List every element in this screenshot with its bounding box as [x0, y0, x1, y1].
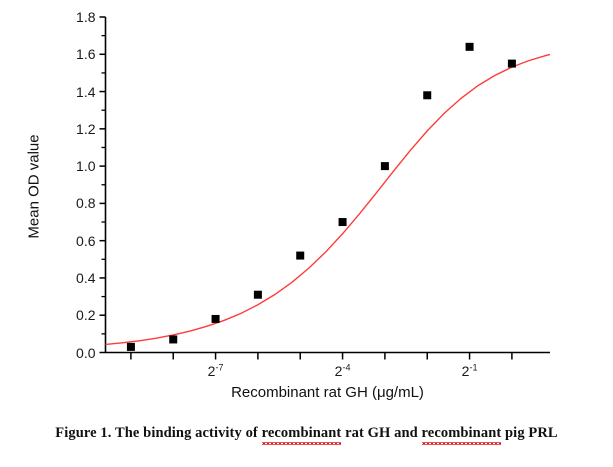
- y-tick-label: 1.8: [76, 9, 96, 25]
- caption-misspelled-word-1: recombinant: [261, 425, 342, 445]
- chart-plot-area: [99, 16, 551, 360]
- data-point-marker: [380, 162, 389, 171]
- y-tick-label: 0.2: [76, 307, 96, 324]
- caption-prefix: Figure 1. The binding activity of: [55, 425, 262, 441]
- data-point-marker: [211, 314, 220, 323]
- data-point-marker: [423, 91, 432, 100]
- data-point-marker: [296, 251, 305, 260]
- y-axis-minor-ticks: [101, 34, 106, 335]
- caption-middle: rat GH and: [341, 425, 422, 441]
- data-point-marker: [507, 59, 516, 68]
- y-tick-label: 1.6: [76, 46, 96, 63]
- data-point-markers: [126, 42, 516, 351]
- y-tick-label: 0.8: [76, 195, 96, 212]
- y-tick-label: 1.2: [76, 120, 96, 137]
- y-tick-label: 0.0: [76, 344, 96, 361]
- sigmoid-fit-curve: [105, 53, 551, 346]
- x-tick-label: 2-7: [207, 361, 224, 379]
- data-point-marker: [338, 218, 347, 227]
- caption-suffix: pig PRL: [501, 425, 558, 441]
- y-axis-title: Mean OD value: [25, 134, 43, 239]
- data-point-marker: [126, 342, 135, 351]
- y-tick-label: 0.4: [76, 269, 96, 286]
- figure-container: Mean OD value Recombinant rat GH (μg/mL)…: [25, 9, 551, 401]
- data-point-marker: [169, 335, 178, 344]
- x-tick-label: 2-1: [461, 361, 478, 379]
- x-axis-title: Recombinant rat GH (μg/mL): [231, 384, 424, 401]
- caption-misspelled-word-2: recombinant: [421, 425, 502, 445]
- y-tick-label: 0.6: [76, 232, 96, 249]
- y-axis-major-ticks: [99, 16, 106, 354]
- x-axis-major-ticks: [130, 352, 513, 360]
- x-tick-label: 2-4: [334, 361, 351, 379]
- data-point-marker: [253, 290, 262, 299]
- figure-caption: Figure 1. The binding activity of recomb…: [0, 425, 613, 445]
- y-tick-label: 1.4: [76, 83, 96, 100]
- y-tick-label: 1.0: [76, 158, 96, 175]
- data-point-marker: [465, 42, 474, 51]
